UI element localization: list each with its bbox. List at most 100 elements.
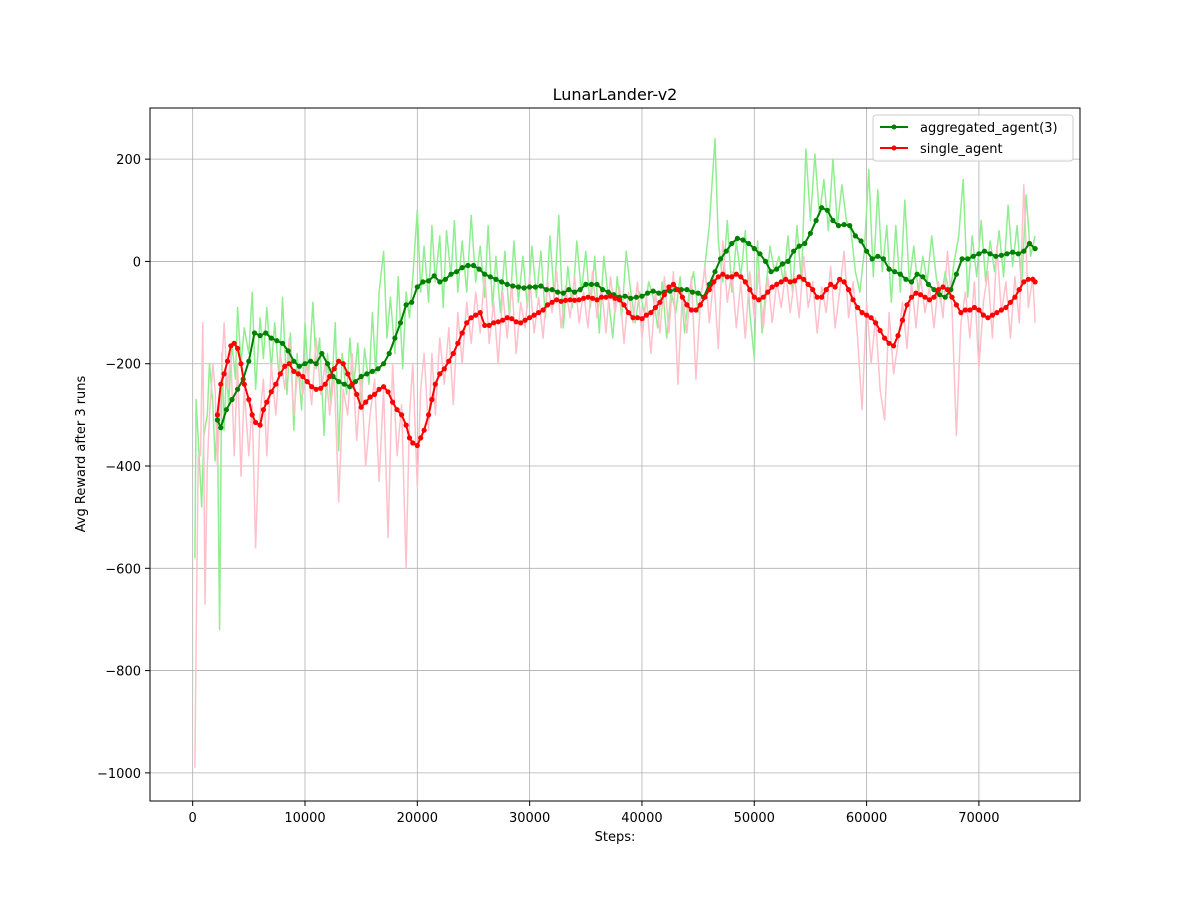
data-point bbox=[286, 361, 292, 367]
data-point bbox=[760, 294, 766, 300]
data-point bbox=[500, 317, 506, 323]
data-point bbox=[796, 243, 802, 249]
data-point bbox=[1016, 287, 1022, 293]
y-tick-label: −800 bbox=[105, 665, 141, 680]
data-point bbox=[285, 348, 291, 354]
data-point bbox=[302, 361, 308, 367]
data-point bbox=[594, 297, 600, 303]
data-point bbox=[922, 294, 928, 300]
data-point bbox=[513, 319, 519, 325]
data-point bbox=[882, 335, 888, 341]
data-point bbox=[476, 266, 482, 272]
data-point bbox=[264, 399, 270, 405]
data-point bbox=[792, 278, 798, 284]
data-point bbox=[491, 320, 497, 326]
x-tick-label: 70000 bbox=[958, 811, 999, 826]
data-point bbox=[560, 290, 566, 296]
data-point bbox=[487, 274, 493, 280]
data-point bbox=[336, 358, 342, 364]
data-point bbox=[309, 384, 315, 390]
data-point bbox=[622, 293, 628, 299]
data-point bbox=[600, 287, 606, 293]
data-point bbox=[689, 289, 696, 295]
data-point bbox=[847, 223, 853, 229]
data-point bbox=[742, 279, 748, 285]
data-point bbox=[345, 371, 351, 377]
data-point bbox=[807, 230, 814, 236]
data-point bbox=[1010, 249, 1016, 255]
data-point bbox=[464, 320, 470, 326]
x-tick-label: 60000 bbox=[846, 811, 887, 826]
data-point bbox=[418, 435, 424, 441]
x-axis-ticks: 0 10000 20000 30000 40000 50000 60000 70000 bbox=[189, 801, 1000, 826]
data-point bbox=[697, 302, 704, 308]
data-point bbox=[218, 381, 224, 387]
data-point bbox=[504, 281, 510, 287]
data-point bbox=[538, 283, 544, 289]
data-point bbox=[823, 287, 829, 293]
data-point bbox=[949, 294, 955, 300]
data-point bbox=[543, 287, 550, 293]
data-point bbox=[967, 307, 973, 313]
data-point bbox=[465, 262, 471, 269]
raw-line-1 bbox=[194, 183, 1036, 768]
data-point bbox=[940, 284, 946, 290]
data-point bbox=[493, 276, 499, 282]
data-point bbox=[723, 248, 729, 254]
data-point bbox=[666, 284, 672, 290]
data-point bbox=[908, 279, 915, 285]
y-axis-label: Avg Reward after 3 runs bbox=[74, 375, 89, 532]
data-point bbox=[778, 279, 784, 285]
data-point bbox=[877, 327, 883, 334]
legend-marker-single bbox=[891, 145, 897, 151]
data-point bbox=[251, 330, 258, 336]
data-point bbox=[738, 274, 744, 280]
data-point bbox=[852, 233, 859, 239]
data-point bbox=[855, 304, 861, 311]
data-point bbox=[712, 269, 718, 275]
data-point bbox=[828, 281, 834, 287]
data-point bbox=[630, 315, 636, 321]
data-point bbox=[442, 276, 448, 282]
data-point bbox=[399, 412, 405, 418]
data-point bbox=[300, 373, 306, 380]
data-point bbox=[515, 284, 522, 290]
data-point bbox=[648, 310, 654, 316]
data-point bbox=[495, 319, 501, 325]
data-point bbox=[612, 295, 618, 301]
data-point bbox=[657, 299, 663, 305]
data-point bbox=[985, 315, 991, 321]
data-point bbox=[499, 279, 505, 285]
data-point bbox=[913, 290, 919, 296]
data-point bbox=[616, 297, 623, 303]
data-point bbox=[994, 310, 1000, 316]
data-point bbox=[385, 389, 391, 395]
data-point bbox=[340, 361, 346, 367]
data-point bbox=[868, 315, 874, 321]
data-point bbox=[577, 287, 583, 293]
y-axis-ticks: −1000 −800 −600 −400 −200 0 200 bbox=[97, 153, 150, 782]
data-point bbox=[925, 281, 932, 287]
data-point bbox=[214, 412, 220, 418]
data-point bbox=[229, 396, 235, 403]
data-point bbox=[679, 294, 686, 300]
legend-box bbox=[872, 114, 1074, 162]
data-point bbox=[607, 293, 614, 299]
data-point bbox=[1025, 276, 1031, 282]
data-point bbox=[364, 371, 370, 377]
data-point bbox=[274, 338, 280, 344]
data-point bbox=[375, 366, 381, 372]
legend-label-single: single_agent bbox=[920, 142, 1003, 157]
smoothed-series-layer bbox=[214, 205, 1038, 449]
data-point bbox=[633, 294, 639, 300]
data-point bbox=[260, 407, 266, 413]
data-point bbox=[953, 302, 960, 308]
data-point bbox=[282, 363, 288, 369]
data-point bbox=[605, 289, 611, 295]
data-point bbox=[998, 307, 1005, 313]
data-point bbox=[432, 381, 438, 387]
data-point bbox=[392, 335, 398, 341]
data-point bbox=[304, 379, 310, 385]
data-point bbox=[477, 310, 483, 316]
data-point bbox=[892, 269, 898, 275]
